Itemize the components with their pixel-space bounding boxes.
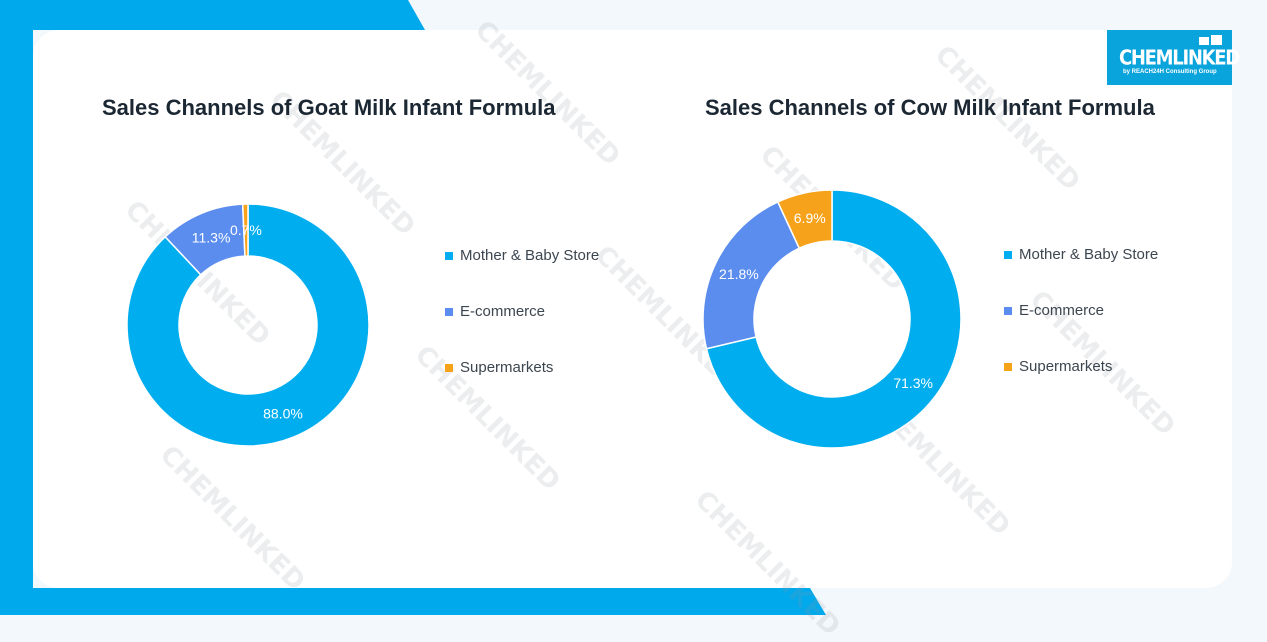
legend-swatch xyxy=(1004,307,1012,315)
legend-swatch xyxy=(445,364,453,372)
donut-chart-goat: 88.0% 11.3% 0.7% xyxy=(126,203,370,447)
brand-logo: CHEMLINKED by REACH24H Consulting Group xyxy=(1107,30,1240,85)
legend-swatch xyxy=(1004,251,1012,259)
chart-card xyxy=(33,30,1232,588)
brand-name: CHEMLINKED xyxy=(1119,46,1240,71)
data-label-e-commerce-cow: 21.8% xyxy=(719,266,759,282)
data-label-mother-baby-store-goat: 88.0% xyxy=(263,405,303,421)
legend-label: Mother & Baby Store xyxy=(460,247,600,264)
data-label-supermarkets-goat: 0.7% xyxy=(230,222,262,238)
legend-swatch xyxy=(445,252,453,260)
logo-mark-icon xyxy=(1211,35,1222,45)
legend-label: Supermarkets xyxy=(460,359,554,376)
data-label-e-commerce-goat: 11.3% xyxy=(192,229,231,245)
chart-title-goat: Sales Channels of Goat Milk Infant Formu… xyxy=(102,95,556,120)
slice-mother-baby-store-cow xyxy=(705,189,962,449)
data-label-supermarkets-cow: 6.9% xyxy=(794,210,826,226)
background-decoration xyxy=(0,0,826,615)
background-accent-bottom xyxy=(0,588,826,615)
chart-title-cow: Sales Channels of Cow Milk Infant Formul… xyxy=(705,95,1155,120)
legend-label: Supermarkets xyxy=(1019,358,1113,375)
background-accent-top xyxy=(0,0,425,30)
brand-tagline: by REACH24H Consulting Group xyxy=(1123,69,1217,75)
slice-supermarkets-cow xyxy=(776,189,833,250)
legend-swatch xyxy=(1004,363,1012,371)
legend-label: E-commerce xyxy=(1019,302,1105,319)
logo-mark-icon xyxy=(1199,37,1209,45)
donut-chart-cow: 71.3% 21.8% 6.9% xyxy=(702,189,962,449)
slice-mother-baby-store-goat xyxy=(126,203,370,447)
slice-supermarkets-goat xyxy=(241,203,249,257)
legend-swatch xyxy=(445,308,453,316)
legend-label: E-commerce xyxy=(460,303,546,320)
data-label-mother-baby-store-cow: 71.3% xyxy=(893,375,933,391)
legend-label: Mother & Baby Store xyxy=(1019,246,1159,263)
background-accent-left xyxy=(0,0,33,615)
